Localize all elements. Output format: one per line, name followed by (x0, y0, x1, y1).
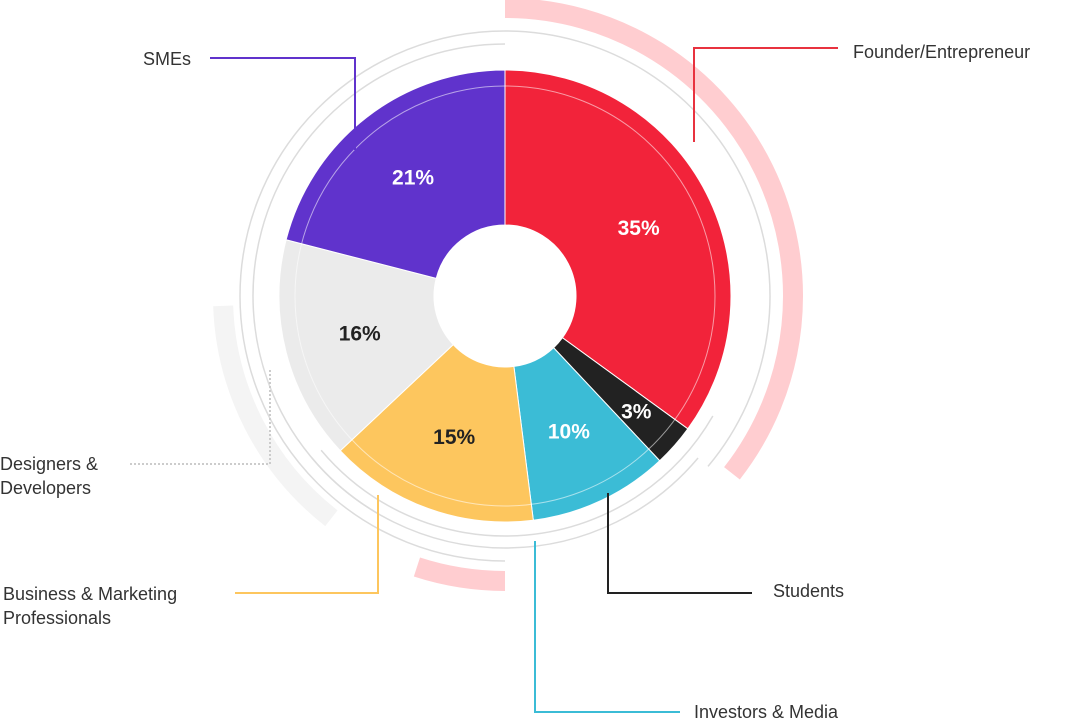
slice-designers-developers (278, 239, 454, 452)
label-smes: SMEs (143, 49, 191, 69)
pct-label-business-marketing-professionals: 15% (433, 426, 475, 449)
pct-label-smes: 21% (392, 166, 434, 189)
slice-investors-media (513, 347, 661, 521)
callout-line-smes (210, 57, 356, 150)
decorative-rings (213, 0, 803, 591)
callout-line-investors (534, 541, 680, 713)
outline-ring-left (239, 30, 506, 562)
callout-lines (128, 47, 838, 713)
pct-label-investors-media: 10% (548, 421, 590, 444)
pct-label-students: 3% (621, 401, 652, 424)
accent-arc-bottom (413, 557, 506, 591)
percentage-labels: 35% 3% 10% 15% 16% 21% (339, 166, 660, 449)
slice-business-marketing-professionals (339, 343, 534, 523)
pct-label-founder-entrepreneur: 35% (618, 217, 660, 240)
outline-ring-right (504, 30, 771, 467)
pct-label-designers-developers: 16% (339, 322, 381, 345)
accent-arc-left (213, 305, 338, 527)
label-investors-media: Investors & Media (694, 702, 839, 719)
label-business-marketing: Business & Marketing Professionals (3, 584, 182, 628)
callout-line-business (235, 495, 379, 594)
accent-arc-right (504, 0, 803, 480)
label-students: Students (773, 581, 844, 601)
callout-line-students (607, 493, 752, 594)
slice-smes (285, 69, 506, 279)
label-founder-entrepreneur: Founder/Entrepreneur (853, 42, 1030, 62)
callout-line-founder (693, 47, 838, 142)
label-designers-developers: Designers & Developers (0, 454, 103, 498)
chart-slices (278, 69, 732, 523)
slice-founder-entrepreneur (504, 69, 732, 430)
outline-ring-bottom-inner (320, 415, 714, 537)
outline-ring-inner-left (252, 43, 506, 515)
callout-line-designers (128, 370, 271, 465)
outline-ring-bottom (311, 457, 699, 549)
inner-guide-ring (294, 85, 716, 507)
